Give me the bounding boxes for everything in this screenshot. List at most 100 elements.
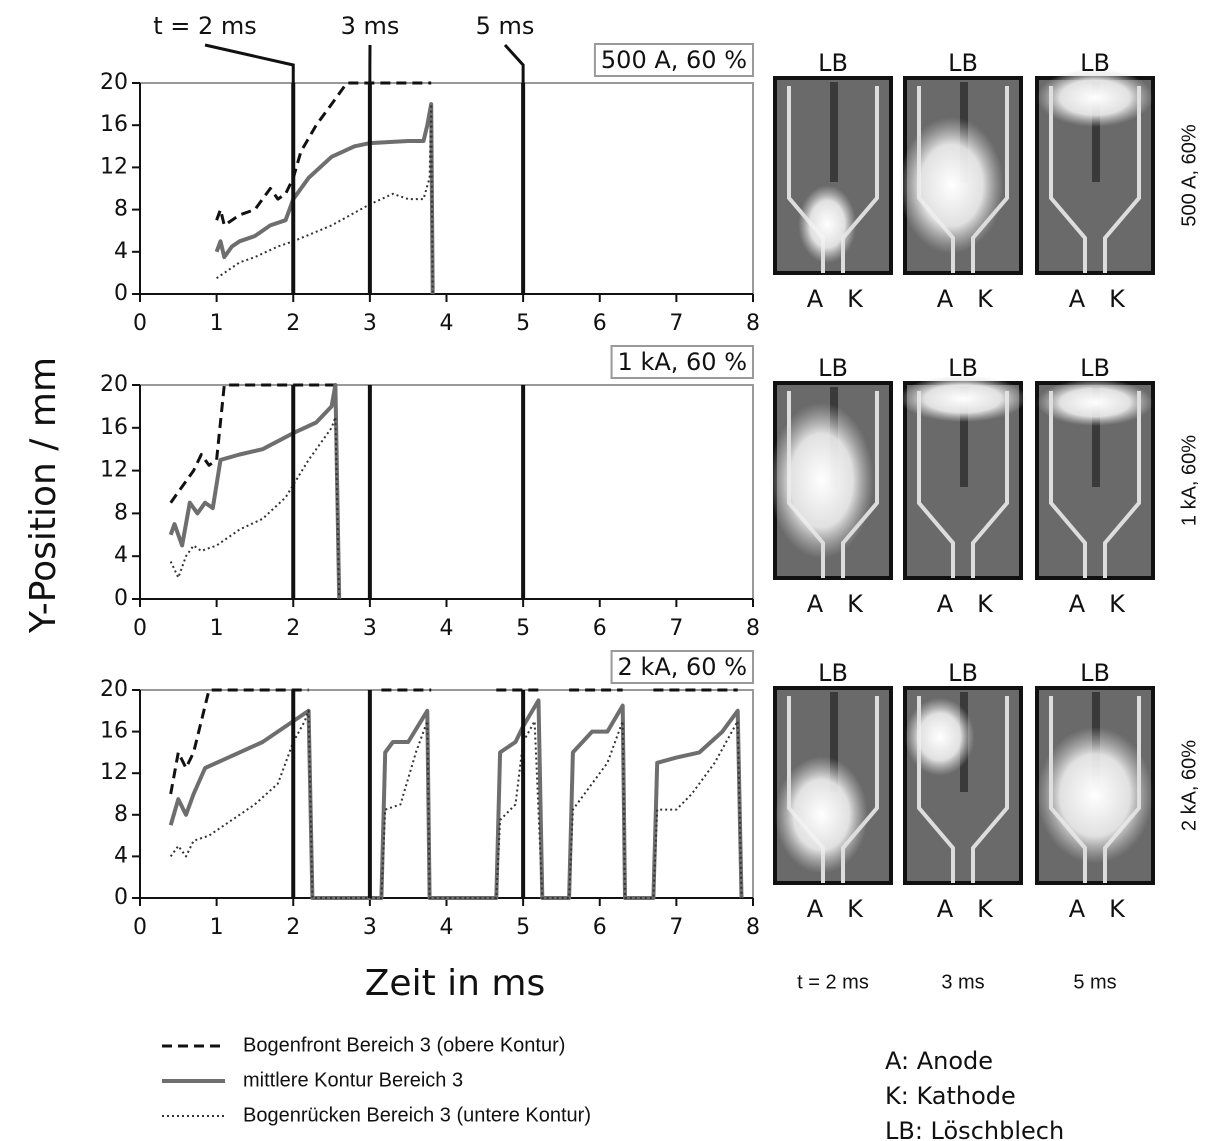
photo-chamber [1049, 391, 1141, 578]
photo-plate [830, 692, 838, 792]
photo-right-label: K [1109, 590, 1126, 618]
arc-glow [798, 185, 857, 264]
data-line [214, 102, 435, 295]
y-tick-label: 8 [114, 500, 128, 525]
photo-time: 5 ms [1073, 971, 1116, 993]
x-tick-label: 7 [669, 915, 683, 940]
photo-right-label: K [1109, 895, 1126, 923]
x-tick-label: 1 [210, 616, 224, 641]
photo-right-label: K [1109, 285, 1126, 313]
chart-title: 500 A, 60 % [601, 46, 747, 74]
y-tick-label: 20 [100, 677, 128, 702]
data-line [169, 709, 743, 899]
y-tick-label: 4 [114, 843, 128, 868]
x-tick-label: 0 [133, 915, 147, 940]
x-axis-label: Zeit in ms [365, 963, 545, 1004]
x-tick-label: 8 [746, 915, 760, 940]
photo-left-label: A [937, 590, 954, 618]
legend-label: Bogenrücken Bereich 3 (untere Kontur) [243, 1104, 591, 1126]
photo-right-label: K [847, 285, 864, 313]
key-line: K: Kathode [885, 1082, 1016, 1110]
data-line [216, 103, 434, 295]
photo-right-label: K [847, 895, 864, 923]
x-tick-label: 1 [210, 311, 224, 336]
photo-top-label: LB [948, 354, 978, 382]
title-box [593, 43, 754, 77]
data-line [168, 383, 342, 600]
photo-chamber [1049, 86, 1141, 273]
y-tick-label: 4 [114, 543, 128, 568]
x-tick-label: 5 [516, 915, 530, 940]
arc-glow [899, 117, 1004, 254]
marker-leader [503, 43, 525, 83]
x-tick-label: 6 [593, 915, 607, 940]
marker-label: 3 ms [341, 12, 400, 40]
y-tick-label: 12 [100, 458, 128, 483]
data-line [168, 698, 744, 900]
data-line [169, 383, 340, 504]
photo-left-label: A [937, 895, 954, 923]
plot-frame [139, 82, 754, 295]
photo-left-label: A [1069, 590, 1086, 618]
photo-time: 3 ms [941, 971, 984, 993]
data-line [169, 688, 738, 795]
data-line [215, 81, 432, 227]
photo-plate [1092, 387, 1100, 487]
photo-top-label: LB [1080, 354, 1110, 382]
x-tick-label: 6 [593, 616, 607, 641]
marker-label: t = 2 ms [153, 12, 257, 40]
photo-top-label: LB [1080, 49, 1110, 77]
arc-glow [1037, 379, 1153, 426]
legend-label: mittlere Kontur Bereich 3 [243, 1069, 463, 1091]
y-tick-label: 8 [114, 197, 128, 222]
x-tick-label: 0 [133, 616, 147, 641]
legend-label: Bogenfront Bereich 3 (obere Kontur) [243, 1034, 565, 1056]
x-tick-label: 8 [746, 616, 760, 641]
arc-glow [1037, 68, 1153, 127]
y-tick-label: 0 [114, 281, 128, 306]
marker-leader [204, 43, 295, 83]
photo-right-label: K [847, 590, 864, 618]
photo-right-label: K [977, 285, 994, 313]
chart-title: 1 kA, 60 % [618, 348, 747, 376]
photo-top-label: LB [1080, 659, 1110, 687]
x-tick-label: 2 [286, 915, 300, 940]
photo-left-label: A [937, 285, 954, 313]
photo-top-label: LB [818, 49, 848, 77]
y-axis-label: Y-Position / mm [23, 357, 64, 634]
y-tick-label: 12 [100, 154, 128, 179]
arc-glow [899, 375, 1027, 422]
x-tick-label: 7 [669, 616, 683, 641]
plot-frame [139, 689, 754, 899]
photo-row-label: 2 kA, 60% [1178, 740, 1200, 831]
photo-right-label: K [977, 895, 994, 923]
x-tick-label: 4 [440, 616, 454, 641]
key-line: LB: Löschblech [885, 1117, 1064, 1141]
photo-left-label: A [807, 590, 824, 618]
photo-left-label: A [1069, 285, 1086, 313]
arc-glow [769, 402, 874, 559]
title-box [610, 345, 754, 379]
plot-frame [139, 384, 754, 600]
x-tick-label: 5 [516, 311, 530, 336]
photo-right-label: K [977, 590, 994, 618]
photo-plate [830, 82, 838, 182]
photo-left-label: A [1069, 895, 1086, 923]
x-tick-label: 5 [516, 616, 530, 641]
x-tick-label: 3 [363, 311, 377, 336]
title-box [610, 650, 754, 684]
arc-glow [1037, 727, 1153, 864]
y-tick-label: 0 [114, 586, 128, 611]
x-tick-label: 3 [363, 915, 377, 940]
key-line: A: Anode [885, 1047, 993, 1075]
y-tick-label: 16 [100, 112, 128, 137]
photo-plate [960, 387, 968, 487]
x-tick-label: 7 [669, 311, 683, 336]
photo-row-label: 1 kA, 60% [1178, 435, 1200, 526]
photo-top-label: LB [948, 659, 978, 687]
y-tick-label: 16 [100, 415, 128, 440]
x-tick-label: 3 [363, 616, 377, 641]
y-tick-label: 4 [114, 239, 128, 264]
arc-glow [775, 756, 868, 874]
